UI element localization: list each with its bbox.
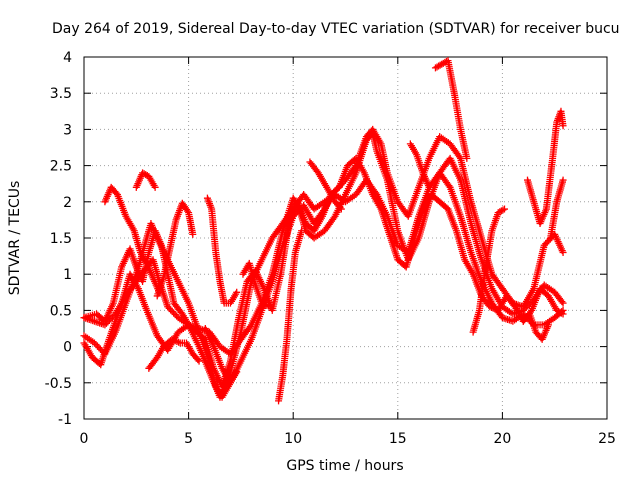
series-seg-11 xyxy=(406,140,433,191)
data-point xyxy=(543,238,551,246)
data-point xyxy=(489,304,497,312)
data-point xyxy=(175,338,183,346)
chart-title: Day 264 of 2019, Sidereal Day-to-day VTE… xyxy=(52,21,620,37)
data-point xyxy=(540,241,548,249)
data-point xyxy=(266,303,274,311)
data-point xyxy=(164,303,172,311)
y-tick-label: 1 xyxy=(63,267,72,283)
y-tick-label: 2.5 xyxy=(50,159,72,175)
data-point xyxy=(168,307,176,315)
series-seg-7 xyxy=(239,259,274,311)
data-point xyxy=(165,304,173,312)
data-point xyxy=(194,356,202,364)
data-point xyxy=(337,205,345,213)
data-point xyxy=(189,230,197,238)
data-point xyxy=(336,204,344,212)
data-point xyxy=(195,357,203,365)
y-tick-label: 1.5 xyxy=(50,231,72,247)
x-tick-label: 25 xyxy=(598,431,616,447)
series-seg-15 xyxy=(547,176,567,242)
series-seg-12 xyxy=(469,205,508,336)
data-point xyxy=(559,310,567,318)
data-point xyxy=(486,303,494,311)
data-point xyxy=(542,240,550,248)
data-point xyxy=(171,337,179,345)
x-tick-label: 20 xyxy=(493,431,511,447)
data-point xyxy=(463,154,471,162)
series-seg-4 xyxy=(145,335,203,372)
data-point xyxy=(93,342,101,350)
data-point xyxy=(488,304,496,312)
series-seg-14 xyxy=(519,310,552,343)
data-point xyxy=(233,368,241,376)
data-point xyxy=(184,207,192,215)
y-tick-label: 3.5 xyxy=(50,86,72,102)
data-point xyxy=(559,122,567,130)
x-tick-label: 0 xyxy=(80,431,89,447)
data-point xyxy=(330,214,338,222)
data-point xyxy=(445,182,453,190)
data-point xyxy=(455,153,463,161)
data-marks xyxy=(80,57,567,405)
data-point xyxy=(171,311,179,319)
y-tick-label: 0 xyxy=(63,340,72,356)
series-seg-8 xyxy=(275,227,306,405)
data-point xyxy=(265,302,273,310)
data-point xyxy=(544,321,552,329)
data-point xyxy=(499,206,507,214)
y-tick-label: -1 xyxy=(58,412,72,428)
series-seg-2 xyxy=(132,169,159,191)
y-tick-label: 2 xyxy=(63,195,72,211)
data-point xyxy=(559,248,567,256)
x-tick-label: 5 xyxy=(184,431,193,447)
y-tick-label: 0.5 xyxy=(50,303,72,319)
y-tick-label: 4 xyxy=(63,50,72,66)
data-point xyxy=(92,341,100,349)
data-point xyxy=(263,301,271,309)
y-tick-label: 3 xyxy=(63,122,72,138)
y-tick-label: -0.5 xyxy=(45,376,72,392)
data-point xyxy=(95,344,103,352)
grid xyxy=(84,57,607,419)
data-point xyxy=(557,309,565,317)
series-seg-10 xyxy=(431,57,471,162)
data-point xyxy=(168,335,176,343)
data-point xyxy=(173,338,181,346)
data-point xyxy=(259,300,267,308)
series-seg-13 xyxy=(524,107,567,228)
y-axis-title: SDTVAR / TECUs xyxy=(7,181,23,296)
data-point xyxy=(151,183,159,191)
axis-ticks: 0 5 10 15 20 25 -1 -0.5 0 0.5 1 1.5 2 2.5 3 3.5 4 xyxy=(45,50,616,447)
data-point xyxy=(90,339,98,347)
series-seg-6 xyxy=(203,194,241,307)
x-axis-title: GPS time / hours xyxy=(286,458,403,474)
data-point xyxy=(170,336,178,344)
data-point xyxy=(558,298,566,306)
x-tick-label: 10 xyxy=(284,431,302,447)
data-point xyxy=(351,163,359,171)
data-point xyxy=(233,288,241,296)
data-point xyxy=(500,205,508,213)
data-point xyxy=(258,299,266,307)
data-point xyxy=(559,299,567,307)
data-point xyxy=(167,306,175,314)
series-seg-5 xyxy=(201,325,241,387)
data-point xyxy=(425,183,433,191)
series-seg-3 xyxy=(153,199,197,300)
series-seg-9 xyxy=(306,158,345,213)
data-point xyxy=(261,301,269,309)
data-point xyxy=(559,176,567,184)
data-point xyxy=(170,309,178,317)
x-tick-label: 15 xyxy=(389,431,407,447)
data-point xyxy=(298,227,306,235)
